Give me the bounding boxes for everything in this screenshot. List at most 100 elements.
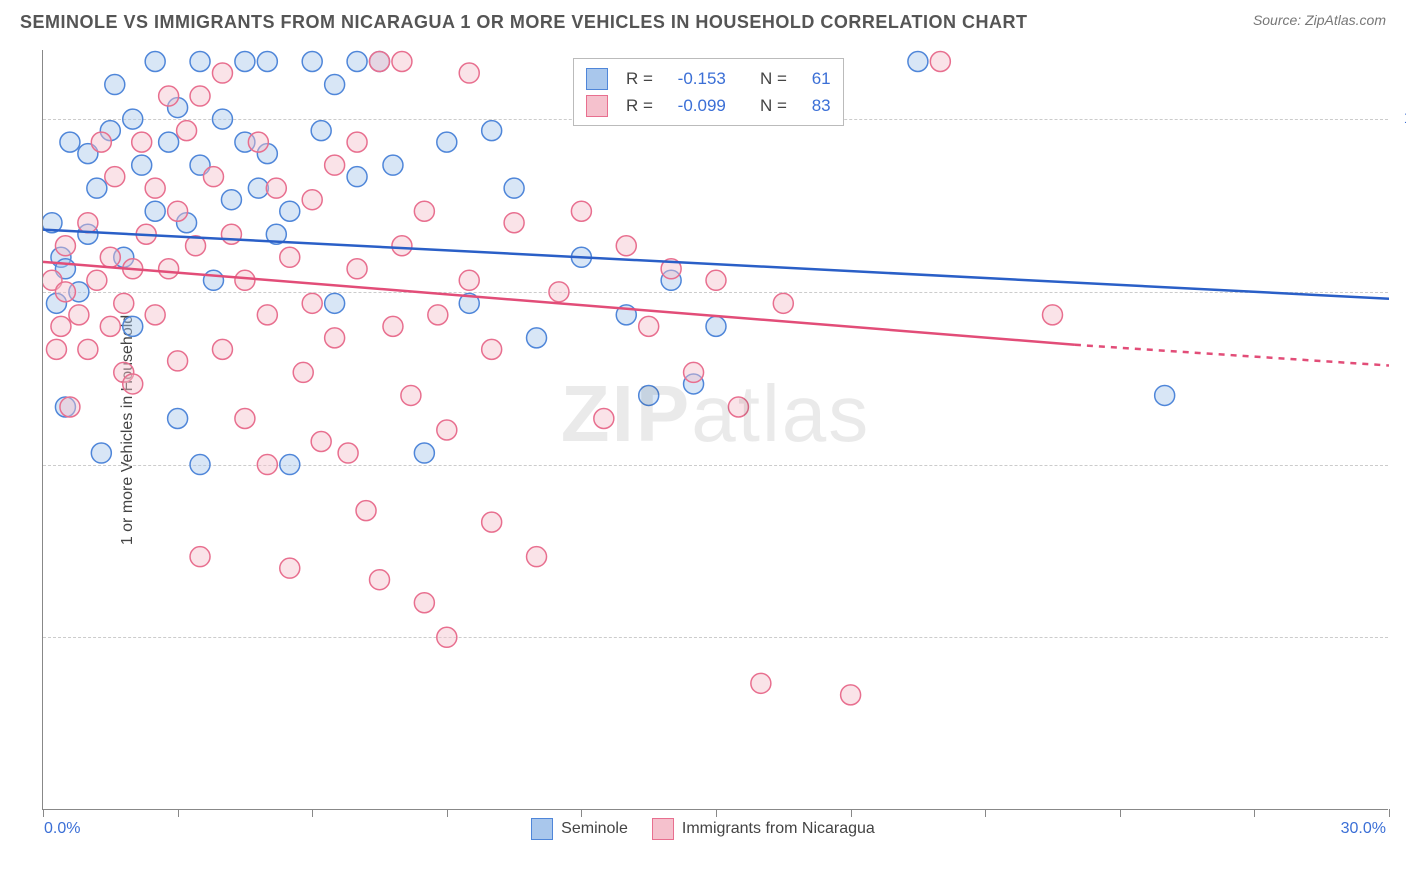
scatter-point	[302, 293, 322, 313]
scatter-point	[616, 236, 636, 256]
scatter-point	[248, 132, 268, 152]
scatter-point	[392, 236, 412, 256]
scatter-point	[168, 408, 188, 428]
scatter-point	[257, 305, 277, 325]
scatter-point	[190, 547, 210, 567]
scatter-point	[594, 408, 614, 428]
scatter-point	[221, 224, 241, 244]
scatter-point	[437, 420, 457, 440]
x-tick	[1389, 809, 1390, 817]
scatter-point	[91, 132, 111, 152]
scatter-point	[145, 305, 165, 325]
scatter-point	[482, 512, 502, 532]
scatter-point	[212, 63, 232, 83]
scatter-point	[383, 316, 403, 336]
scatter-point	[459, 63, 479, 83]
scatter-point	[78, 339, 98, 359]
scatter-point	[338, 443, 358, 463]
scatter-point	[437, 132, 457, 152]
scatter-point	[482, 339, 502, 359]
scatter-point	[325, 328, 345, 348]
scatter-point	[55, 282, 75, 302]
scatter-point	[325, 75, 345, 95]
x-tick	[716, 809, 717, 817]
scatter-point	[132, 155, 152, 175]
scatter-point	[1155, 385, 1175, 405]
stat-n-value: 61	[812, 65, 831, 92]
chart-title: SEMINOLE VS IMMIGRANTS FROM NICARAGUA 1 …	[20, 12, 1028, 33]
trend-line-extrapolated	[1075, 345, 1389, 366]
scatter-point	[145, 178, 165, 198]
scatter-point	[280, 201, 300, 221]
scatter-point	[414, 443, 434, 463]
scatter-point	[639, 316, 659, 336]
scatter-point	[280, 247, 300, 267]
scatter-point	[280, 455, 300, 475]
scatter-point	[159, 259, 179, 279]
scatter-point	[212, 109, 232, 129]
scatter-point	[527, 547, 547, 567]
x-tick	[581, 809, 582, 817]
scatter-point	[504, 178, 524, 198]
chart-plot-area: 1 or more Vehicles in Household ZIPatlas…	[42, 50, 1388, 810]
x-tick	[1254, 809, 1255, 817]
legend-item: Immigrants from Nicaragua	[652, 818, 875, 840]
x-tick	[312, 809, 313, 817]
scatter-point	[325, 155, 345, 175]
scatter-point	[69, 305, 89, 325]
scatter-point	[55, 236, 75, 256]
scatter-point	[60, 397, 80, 417]
scatter-point	[123, 316, 143, 336]
scatter-svg	[43, 50, 1389, 810]
scatter-point	[302, 190, 322, 210]
scatter-point	[728, 397, 748, 417]
scatter-point	[51, 316, 71, 336]
scatter-point	[257, 455, 277, 475]
scatter-point	[87, 270, 107, 290]
x-tick	[851, 809, 852, 817]
x-tick	[447, 809, 448, 817]
scatter-point	[123, 109, 143, 129]
scatter-point	[60, 132, 80, 152]
scatter-point	[482, 121, 502, 141]
scatter-point	[100, 316, 120, 336]
scatter-point	[428, 305, 448, 325]
x-tick	[985, 809, 986, 817]
scatter-point	[302, 52, 322, 72]
scatter-point	[908, 52, 928, 72]
scatter-point	[280, 558, 300, 578]
scatter-point	[221, 190, 241, 210]
scatter-point	[930, 52, 950, 72]
scatter-point	[266, 178, 286, 198]
scatter-point	[190, 52, 210, 72]
legend-label: Immigrants from Nicaragua	[682, 820, 875, 837]
scatter-point	[203, 270, 223, 290]
scatter-point	[347, 259, 367, 279]
scatter-point	[311, 121, 331, 141]
scatter-point	[347, 167, 367, 187]
scatter-point	[159, 132, 179, 152]
stats-legend-row: R = -0.153 N = 61	[586, 65, 831, 92]
scatter-point	[190, 455, 210, 475]
scatter-point	[132, 132, 152, 152]
scatter-point	[347, 132, 367, 152]
stats-legend-row: R = -0.099 N = 83	[586, 92, 831, 119]
scatter-point	[414, 593, 434, 613]
scatter-point	[347, 52, 367, 72]
scatter-point	[325, 293, 345, 313]
scatter-point	[105, 167, 125, 187]
scatter-point	[91, 443, 111, 463]
scatter-point	[168, 351, 188, 371]
scatter-point	[145, 52, 165, 72]
scatter-point	[706, 316, 726, 336]
scatter-point	[235, 270, 255, 290]
scatter-point	[145, 201, 165, 221]
scatter-point	[203, 167, 223, 187]
stat-r-value: -0.153	[678, 65, 726, 92]
scatter-point	[78, 213, 98, 233]
stat-r-value: -0.099	[678, 92, 726, 119]
scatter-point	[527, 328, 547, 348]
scatter-point	[437, 627, 457, 647]
source-label: Source: ZipAtlas.com	[1253, 12, 1386, 28]
scatter-point	[114, 293, 134, 313]
